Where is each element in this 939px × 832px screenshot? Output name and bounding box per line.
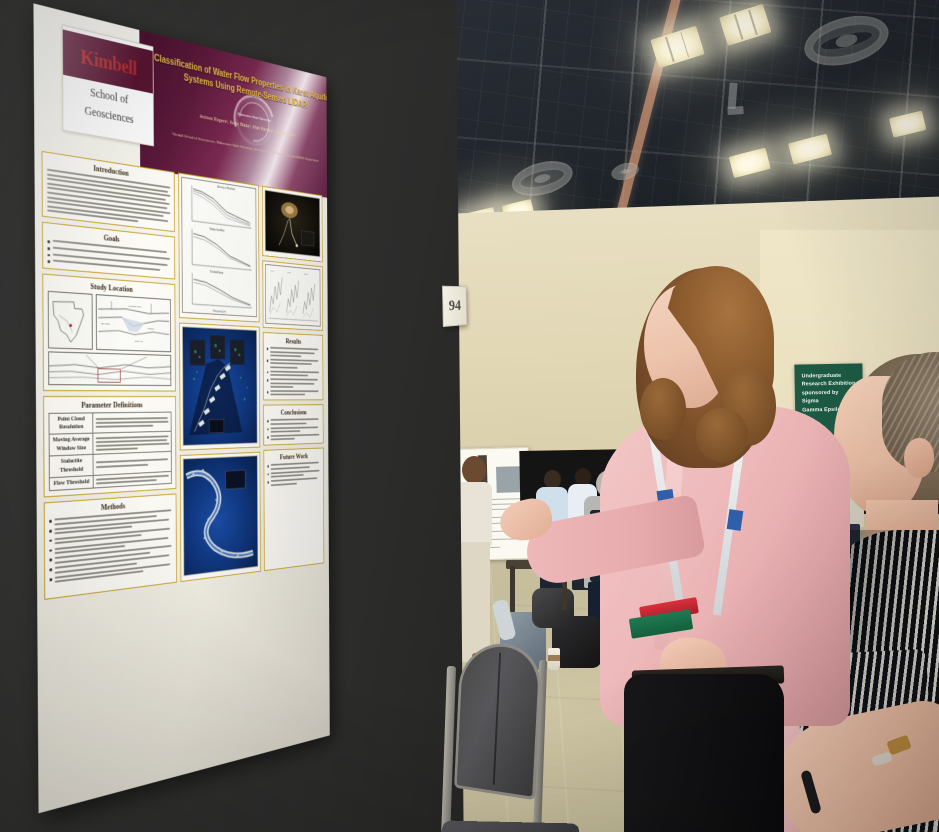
svg-text:25 cm: 25 cm xyxy=(304,273,308,275)
future-work-bullets xyxy=(267,462,320,486)
table-leg xyxy=(562,566,567,610)
chair-backrest xyxy=(454,641,544,801)
figure-flowmap-panel xyxy=(180,451,261,582)
table-leg xyxy=(510,566,515,612)
regional-profile-figure xyxy=(48,351,172,386)
section-heading: Parameter Definitions xyxy=(81,400,143,410)
poster-column-middle: Accuracy vs Resolution Window Size Effec… xyxy=(178,172,261,582)
flow-classification-map xyxy=(183,455,258,577)
future-bullet xyxy=(267,462,320,470)
equipment-case xyxy=(532,588,574,628)
section-parameter-definitions: Parameter Definitions Point Cloud Resolu… xyxy=(43,395,177,498)
section-study-location: Study Location xyxy=(42,273,177,392)
poster-column-left: Introduction Goals xyxy=(41,150,178,600)
background-person xyxy=(452,456,496,686)
svg-text:Bad Water: Bad Water xyxy=(101,322,110,325)
coffee-cup xyxy=(548,648,560,670)
presenter-person xyxy=(495,258,850,832)
result-bullet xyxy=(266,390,320,396)
methods-bullets xyxy=(49,509,172,584)
svg-text:Artesian: Artesian xyxy=(147,327,154,330)
study-location-figure: Recharge Zone Bad Water Artesian Trinity… xyxy=(47,290,172,352)
conclusion-bullet xyxy=(267,433,320,441)
lanyard-logo xyxy=(726,509,744,531)
research-poster[interactable]: Midwestern State University Classificati… xyxy=(33,3,330,814)
accuracy-line-chart: Accuracy vs Resolution Window Size Effec… xyxy=(181,176,257,318)
svg-text:Recharge Zone: Recharge Zone xyxy=(129,304,142,308)
kimbell-school-logo: Kimbell School of Geosciences xyxy=(61,24,154,147)
chair-seat xyxy=(435,820,584,832)
svg-text:5 cm: 5 cm xyxy=(287,271,290,273)
result-bullet xyxy=(266,370,320,377)
section-heading: Conclusions xyxy=(280,408,307,417)
logo-brand: Kimbell xyxy=(80,43,137,80)
parameter-definitions-table: Point Cloud Resolution Moving Average Wi… xyxy=(48,411,173,491)
results-bullets xyxy=(266,347,320,396)
aquifer-cross-section: Recharge Zone Bad Water Artesian Trinity… xyxy=(95,293,172,352)
chair-frame-left xyxy=(440,665,457,832)
logo-subtitle-line1: School of xyxy=(90,85,129,107)
section-goals: Goals xyxy=(41,222,176,280)
figure-accuracy-chart-panel: Accuracy vs Resolution Window Size Effec… xyxy=(178,172,260,323)
parameter-name: Flow Threshold xyxy=(49,475,94,491)
section-heading: Results xyxy=(285,337,302,346)
result-bullet xyxy=(266,378,320,388)
presenter-pants xyxy=(624,674,784,832)
parameter-definition xyxy=(93,471,172,489)
conclusion-bullet xyxy=(266,426,320,433)
result-bullet xyxy=(266,347,320,358)
cave-passage-photo xyxy=(264,189,321,258)
parameter-definition xyxy=(92,411,172,434)
conclusion-bullet xyxy=(266,418,320,425)
figure-cave-photo-panel xyxy=(261,185,323,262)
section-conclusions: Conclusions xyxy=(262,404,324,447)
figure-profiles-panel: 1 cm 5 cm 25 cm xyxy=(262,259,323,332)
future-bullet xyxy=(267,477,320,486)
section-future-work: Future Work xyxy=(263,447,325,571)
parameter-name: Point Cloud Resolution xyxy=(48,412,93,435)
svg-text:Accuracy vs Resolution: Accuracy vs Resolution xyxy=(218,185,236,192)
parameter-name: Moving Average Window Size xyxy=(49,433,94,457)
presenter-hair-curl xyxy=(696,408,748,462)
svg-text:Window Size Effect: Window Size Effect xyxy=(210,227,225,233)
poster-columns: Introduction Goals xyxy=(40,149,326,600)
poster-number-badge: 94 xyxy=(441,285,468,328)
svg-text:Trinity Aqr: Trinity Aqr xyxy=(135,339,143,342)
chair-seam xyxy=(492,652,502,785)
ceiling-vent xyxy=(727,106,744,116)
parameter-name: Stalactite Threshold xyxy=(49,454,94,478)
banquet-chair[interactable] xyxy=(432,640,592,832)
presenter-hair-curl xyxy=(640,378,686,440)
section-results: Results xyxy=(262,332,324,401)
texas-state-map xyxy=(47,290,93,350)
attendee-ear xyxy=(904,438,934,478)
poster-column-right: 1 cm 5 cm 25 cm xyxy=(261,185,325,571)
section-heading: Future Work xyxy=(279,452,309,462)
section-methods: Methods xyxy=(43,493,178,600)
poster-number: 94 xyxy=(448,297,462,314)
conclusions-bullets xyxy=(266,418,320,441)
svg-text:Point spacing (cm): Point spacing (cm) xyxy=(213,310,226,314)
svg-text:Threshold Sweep: Threshold Sweep xyxy=(210,270,224,275)
lidar-point-cloud-blue xyxy=(182,325,258,446)
result-bullet xyxy=(266,358,320,369)
svg-text:1 cm: 1 cm xyxy=(270,270,273,272)
figure-pointcloud-panel xyxy=(179,322,260,451)
cross-section-profiles-chart: 1 cm 5 cm 25 cm xyxy=(264,263,321,327)
